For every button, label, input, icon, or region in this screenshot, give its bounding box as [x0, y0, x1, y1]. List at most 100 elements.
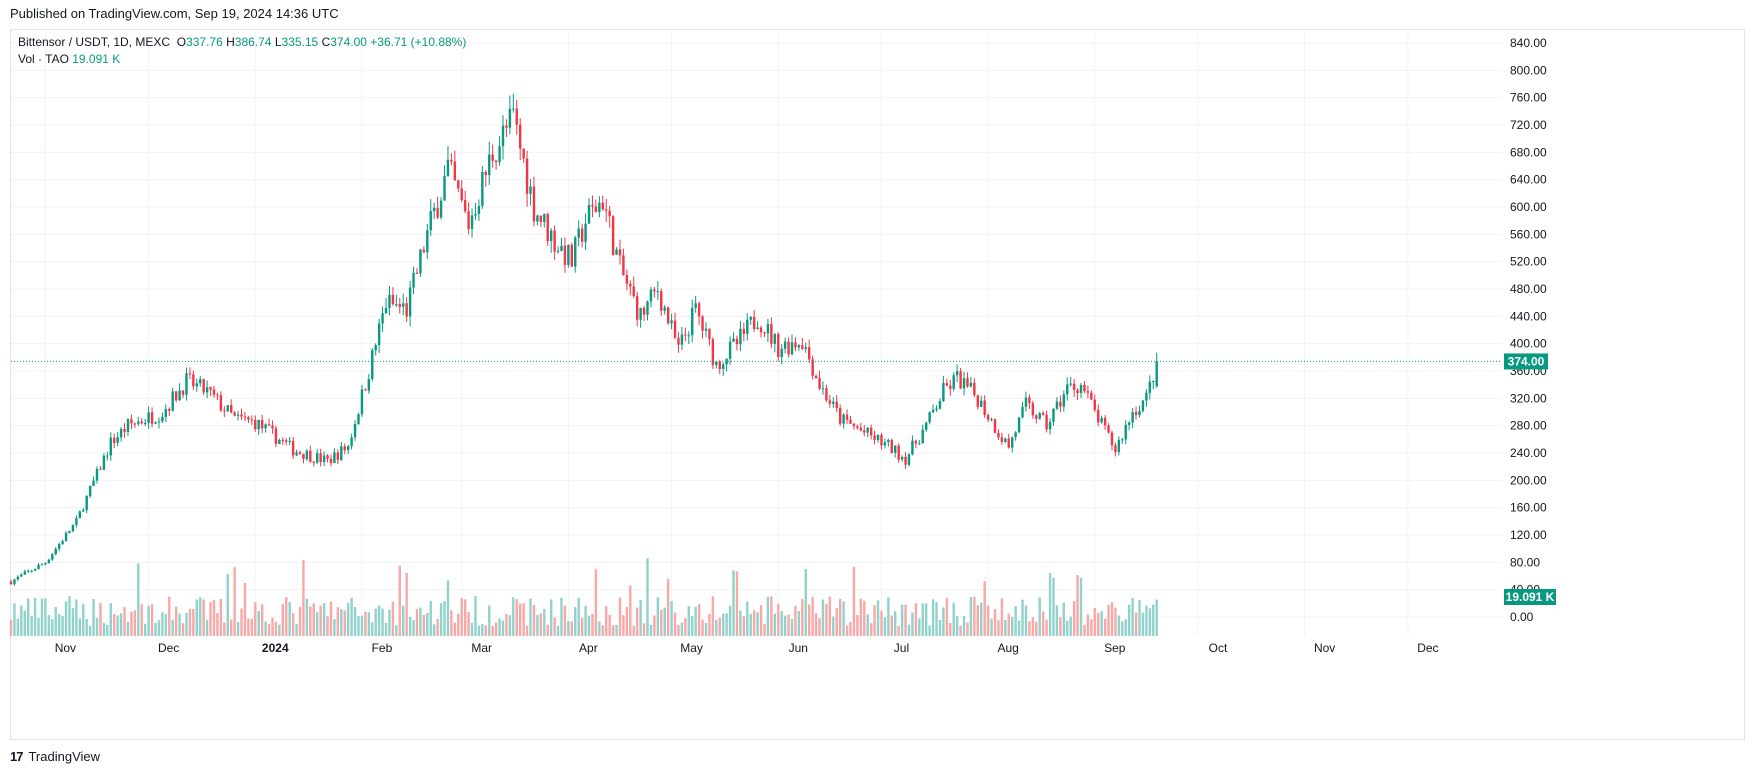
candle-body [154, 422, 157, 424]
candle-body [828, 400, 832, 404]
candle-body [82, 510, 85, 512]
volume-bar [137, 563, 140, 636]
volume-bar [1103, 618, 1107, 636]
candle-body [711, 339, 715, 366]
volume-bar [587, 615, 591, 636]
candle-body [735, 338, 739, 345]
x-tick-label: May [680, 641, 703, 655]
candle-body [924, 422, 928, 430]
candle-body [333, 452, 336, 463]
chart-frame[interactable] [10, 29, 1745, 740]
candle-body [216, 394, 219, 396]
volume-bar [759, 605, 763, 636]
volume-bar [298, 606, 302, 636]
candle-body [814, 375, 818, 379]
y-tick-label: 0.00 [1510, 610, 1534, 624]
candle-body [398, 304, 401, 307]
candle-body [439, 200, 443, 218]
volume-bar [329, 601, 333, 636]
candle-body [553, 230, 556, 252]
candle-body [243, 416, 247, 418]
y-tick-label: 800.00 [1510, 63, 1547, 77]
volume-bar [371, 622, 374, 636]
volume-bar [343, 610, 346, 636]
volume-bar [746, 601, 749, 636]
y-tick-label: 680.00 [1510, 145, 1547, 159]
volume-bar [574, 607, 577, 636]
candle-body [704, 328, 708, 331]
volume-bar [316, 612, 319, 636]
candle-body [223, 410, 226, 412]
volume-bar [715, 619, 718, 636]
candle-body [422, 249, 426, 253]
candle-body [587, 205, 591, 224]
candle-body [1052, 408, 1055, 422]
volume-bar [653, 615, 656, 636]
candle-body [412, 272, 415, 288]
volume-bar [518, 603, 522, 636]
candle-body [295, 452, 298, 456]
last-price-badge [1504, 353, 1548, 370]
candle-body [1124, 424, 1127, 440]
volume-bar [1141, 612, 1145, 636]
candle-body [835, 401, 838, 409]
volume-bar [825, 603, 828, 636]
candle-body [174, 391, 178, 401]
candle-body [1035, 415, 1038, 419]
candle-body [1121, 439, 1124, 441]
volume-bar [973, 596, 976, 636]
volume-bar [402, 605, 405, 636]
volume-bar [543, 608, 546, 636]
candle-body [856, 426, 859, 428]
candle-body [501, 125, 505, 147]
candle-body [161, 416, 164, 422]
candle-body [525, 158, 529, 194]
footer-brand[interactable]: 17 TradingView [10, 749, 100, 764]
candle-body [1090, 392, 1093, 400]
volume-bar [470, 622, 474, 636]
volume-bar [818, 618, 821, 636]
volume-bar [195, 599, 198, 636]
volume-bar [1035, 621, 1038, 636]
volume-bar [828, 596, 832, 636]
candle-body [838, 408, 842, 424]
volume-bar [164, 614, 168, 636]
candle-body [1045, 414, 1048, 430]
candle-body [75, 518, 78, 525]
candle-body [130, 419, 133, 424]
volume-bar [384, 622, 388, 636]
volume-bar [398, 565, 401, 636]
candle-body [364, 389, 367, 391]
volume-bar [463, 599, 467, 636]
candle-body [825, 388, 828, 401]
volume-bar [367, 612, 371, 636]
candle-body [16, 576, 20, 580]
candle-body [1107, 425, 1110, 433]
volume-bar [185, 612, 188, 636]
volume-bar [1031, 617, 1035, 636]
candle-body [494, 160, 498, 163]
volume-bar [1017, 620, 1021, 636]
x-tick-label: Nov [1314, 641, 1335, 655]
volume-bar [673, 612, 677, 636]
candle-body [30, 570, 33, 572]
candle-body [656, 291, 660, 293]
candle-body [1100, 417, 1103, 423]
volume-bar [133, 610, 137, 636]
candle-body [336, 452, 340, 460]
candle-body [88, 485, 92, 496]
candle-body [474, 214, 477, 216]
candle-body [670, 320, 673, 324]
candle-body [340, 446, 343, 460]
candle-body [95, 468, 99, 481]
candle-body [515, 108, 518, 125]
candle-body [1072, 383, 1076, 390]
candle-body [649, 289, 653, 302]
candle-body [109, 437, 112, 456]
volume-bar [629, 585, 632, 636]
volume-bar [756, 612, 759, 636]
volume-bar [51, 619, 54, 636]
volume-bar [346, 602, 350, 636]
candle-body [291, 440, 295, 456]
